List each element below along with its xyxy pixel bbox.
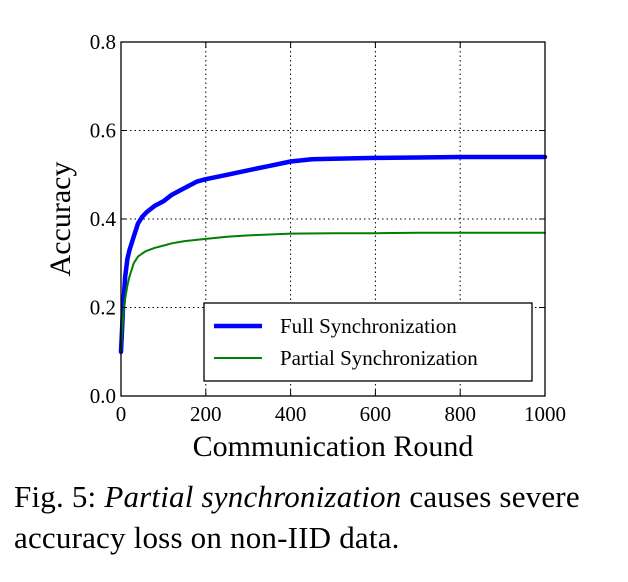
y-tick-label: 0.8 — [90, 30, 116, 54]
legend: Full Synchronization Partial Synchroniza… — [203, 302, 533, 382]
x-tick-label: 200 — [190, 402, 222, 426]
legend-label-partial-sync: Partial Synchronization — [280, 346, 478, 370]
y-tick-label: 0.6 — [90, 119, 116, 143]
series-layer — [118, 154, 548, 355]
caption-rest: causes severe accuracy loss on non-IID d… — [14, 479, 580, 555]
caption-emphasis: Partial synchronization — [104, 479, 402, 514]
series-line-full-sync — [118, 154, 548, 355]
y-tick-label: 0.0 — [90, 384, 116, 408]
line-chart: 0 200 400 600 800 1000 0.0 0.2 0.4 0.6 0.8 Communi… — [44, 30, 566, 463]
x-axis-label: Communication Round — [193, 430, 474, 463]
y-tick-label: 0.2 — [90, 296, 116, 320]
caption-prefix: Fig. 5: — [14, 479, 105, 514]
grid — [121, 42, 545, 396]
x-tick-label: 800 — [444, 402, 476, 426]
y-tick-label: 0.4 — [90, 207, 117, 231]
x-tick-label: 0 — [116, 402, 127, 426]
series-line-partial-sync — [120, 231, 546, 353]
x-tick-label: 400 — [275, 402, 307, 426]
x-tick-label: 1000 — [524, 402, 566, 426]
y-axis-label: Accuracy — [44, 162, 77, 277]
legend-box — [203, 302, 533, 382]
ticks: 0 200 400 600 800 1000 0.0 0.2 0.4 0.6 0.8 — [90, 30, 566, 426]
x-tick-label: 600 — [360, 402, 392, 426]
figure-caption: Fig. 5: Partial synchronization causes s… — [14, 476, 620, 558]
legend-label-full-sync: Full Synchronization — [280, 314, 457, 338]
